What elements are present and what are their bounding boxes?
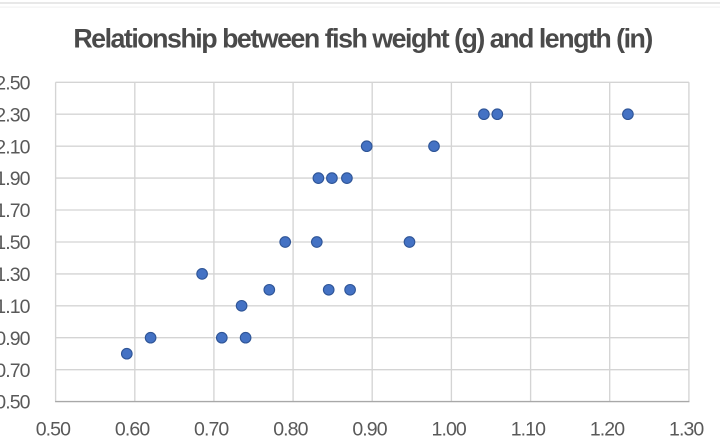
- svg-text:0.80: 0.80: [273, 419, 308, 441]
- svg-text:0.70: 0.70: [0, 360, 31, 382]
- svg-text:1.70: 1.70: [0, 200, 31, 222]
- svg-text:0.50: 0.50: [0, 392, 31, 414]
- svg-text:0.50: 0.50: [36, 419, 71, 441]
- svg-text:0.70: 0.70: [194, 419, 229, 441]
- svg-text:1.90: 1.90: [0, 168, 31, 190]
- svg-text:1.00: 1.00: [432, 419, 467, 441]
- svg-text:Relationship between fish weig: Relationship between fish weight (g) and…: [73, 23, 652, 53]
- svg-text:2.50: 2.50: [0, 72, 31, 94]
- svg-text:0.90: 0.90: [0, 328, 31, 350]
- svg-text:1.50: 1.50: [0, 232, 31, 254]
- svg-text:1.30: 1.30: [0, 264, 31, 286]
- svg-text:2.10: 2.10: [0, 136, 31, 158]
- svg-text:1.20: 1.20: [590, 419, 625, 441]
- svg-text:1.10: 1.10: [0, 296, 31, 318]
- svg-text:1.10: 1.10: [511, 419, 546, 441]
- svg-text:2.30: 2.30: [0, 104, 31, 126]
- svg-text:1.30: 1.30: [669, 419, 704, 441]
- svg-text:0.60: 0.60: [115, 419, 150, 441]
- svg-text:0.90: 0.90: [352, 419, 387, 441]
